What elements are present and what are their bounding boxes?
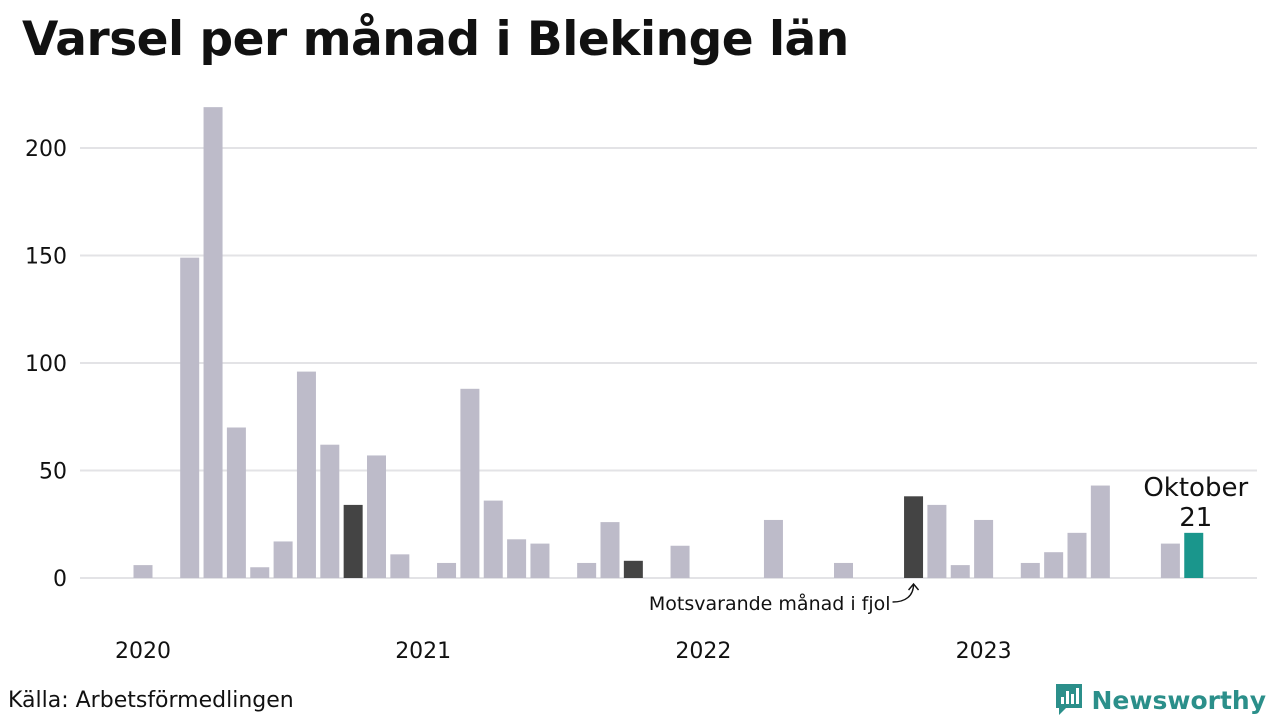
source-note: Källa: Arbetsförmedlingen — [8, 688, 294, 713]
y-tick-label: 50 — [39, 460, 67, 485]
callout-value-label: 21 — [1179, 503, 1212, 533]
bar-2022-04 — [763, 519, 783, 578]
x-year-label: 2022 — [675, 639, 731, 664]
prior-year-annotation: Motsvarande månad i fjol — [649, 592, 891, 615]
bar-2020-12 — [390, 554, 410, 578]
x-year-label: 2020 — [115, 639, 171, 664]
bar-2023-03 — [1020, 562, 1040, 578]
bar-2023-04 — [1044, 552, 1064, 578]
annotation-arrowhead-icon — [908, 582, 920, 591]
bar-2021-12 — [670, 545, 690, 578]
bar-2023-01 — [974, 519, 994, 578]
y-tick-label: 100 — [25, 352, 67, 377]
chart-title: Varsel per månad i Blekinge län — [22, 12, 849, 67]
bar-2020-07 — [273, 541, 293, 578]
y-tick-label: 150 — [25, 245, 67, 270]
bar-2023-09 — [1160, 543, 1180, 578]
y-axis-ticks: 0 50 100 150 200 — [25, 137, 67, 592]
bar-2020-04 — [203, 107, 223, 579]
bar-2023-06 — [1090, 485, 1110, 578]
bar-2021-09 — [600, 522, 620, 578]
bar-2021-03 — [460, 388, 480, 578]
y-tick-label: 0 — [53, 567, 67, 592]
brand: Newsworthy — [1054, 682, 1267, 718]
bar-2020-08 — [296, 371, 316, 578]
gridlines — [80, 147, 1257, 579]
annotation-arrow-icon — [892, 583, 915, 603]
bar-2021-05 — [507, 539, 527, 578]
bars — [133, 107, 1204, 579]
y-tick-label: 200 — [25, 137, 67, 162]
bar-2023-05 — [1067, 532, 1087, 578]
bar-2022-07 — [834, 562, 853, 578]
bar-2020-05 — [226, 427, 246, 578]
bar-2021-02 — [437, 562, 457, 578]
bar-2022-11 — [927, 504, 947, 578]
x-axis-year-labels: 2020 2021 2022 2023 — [115, 639, 1012, 664]
bar-2021-06 — [530, 543, 550, 578]
bar-2021-10 — [623, 560, 643, 578]
bar-2020-10 — [343, 504, 363, 578]
bar-2020-03 — [180, 257, 200, 578]
bar-2020-01 — [133, 565, 153, 578]
x-year-label: 2021 — [395, 639, 451, 664]
bar-2020-09 — [320, 444, 340, 578]
brand-name: Newsworthy — [1091, 685, 1267, 715]
bar-2023-10 — [1184, 532, 1204, 578]
bar-2022-12 — [950, 565, 970, 578]
bar-2020-06 — [250, 567, 270, 578]
bar-2021-04 — [483, 500, 503, 578]
bar-2021-08 — [577, 562, 597, 578]
x-year-label: 2023 — [956, 639, 1012, 664]
bar-2022-10 — [904, 496, 924, 578]
bar-2020-11 — [367, 455, 386, 578]
newsworthy-logo-icon — [1055, 684, 1082, 715]
callout-month-label: Oktober — [1143, 473, 1248, 503]
